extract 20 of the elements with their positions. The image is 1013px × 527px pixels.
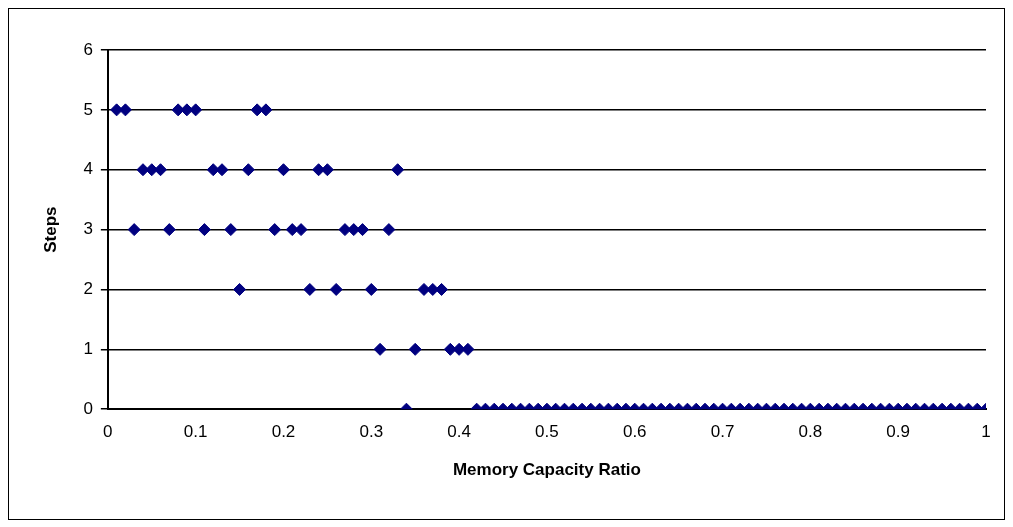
x-axis-title: Memory Capacity Ratio xyxy=(452,460,641,480)
x-tick-label: 1 xyxy=(981,422,991,442)
x-tick-label: 0.8 xyxy=(798,422,823,442)
x-tick-label: 0.3 xyxy=(359,422,384,442)
x-tick-label: 0.6 xyxy=(622,422,647,442)
x-tick-label: 0.2 xyxy=(271,422,296,442)
x-tick-label: 0 xyxy=(103,422,113,442)
x-tick-label: 0.1 xyxy=(183,422,208,442)
y-tick-label: 6 xyxy=(83,39,93,59)
y-tick-label: 2 xyxy=(83,279,93,299)
y-tick-label: 0 xyxy=(83,398,93,418)
x-tick-label: 0.4 xyxy=(447,422,471,442)
y-tick-label: 5 xyxy=(83,99,93,119)
x-tick-label: 0.7 xyxy=(710,422,735,442)
y-tick-label: 3 xyxy=(83,219,93,239)
y-axis-title: Steps xyxy=(40,206,60,253)
x-tick-label: 0.9 xyxy=(886,422,911,442)
y-tick-label: 1 xyxy=(83,339,93,359)
x-tick-label: 0.5 xyxy=(535,422,559,442)
y-tick-label: 4 xyxy=(83,159,93,179)
